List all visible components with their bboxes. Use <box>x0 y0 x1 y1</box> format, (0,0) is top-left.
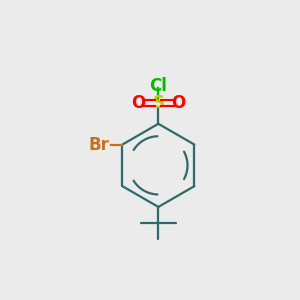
Text: Cl: Cl <box>149 77 167 95</box>
Text: Br: Br <box>89 136 110 154</box>
Text: O: O <box>171 94 185 112</box>
Text: O: O <box>132 94 146 112</box>
Text: S: S <box>152 94 164 112</box>
